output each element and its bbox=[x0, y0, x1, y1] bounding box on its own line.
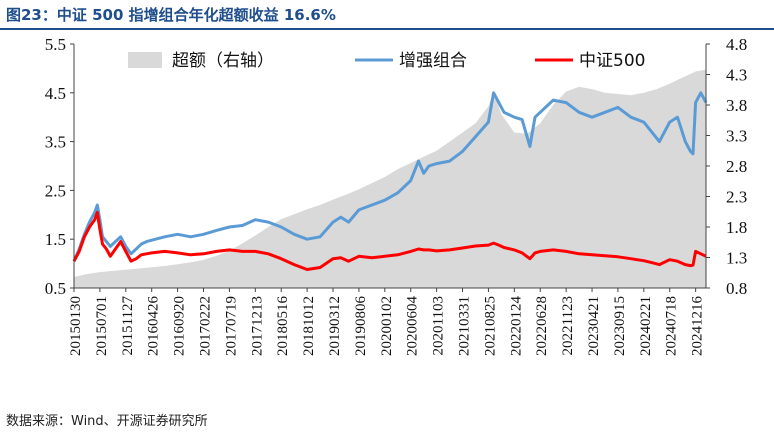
x-tick-label: 20170222 bbox=[198, 296, 214, 356]
page-title: 图23：中证 500 指增组合年化超额收益 16.6% bbox=[6, 6, 336, 24]
x-tick-label: 20181012 bbox=[301, 296, 317, 356]
legend-label: 超额（右轴） bbox=[172, 51, 274, 71]
x-tick-label: 20171213 bbox=[249, 296, 265, 356]
legend-swatch-excess bbox=[128, 52, 162, 68]
x-tick-label: 20160920 bbox=[172, 296, 188, 356]
legend-label: 增强组合 bbox=[399, 51, 467, 71]
x-tick-label: 20230915 bbox=[612, 296, 628, 356]
line-layer bbox=[72, 91, 708, 271]
x-tick-label: 20190806 bbox=[353, 296, 369, 357]
x-tick-label: 20160426 bbox=[146, 296, 162, 357]
left-tick-label: 2.5 bbox=[45, 181, 66, 200]
right-tick-label: 1.8 bbox=[726, 218, 747, 237]
x-tick-label: 20221123 bbox=[560, 296, 576, 355]
x-tick-label: 20220628 bbox=[534, 296, 550, 356]
x-tick-label: 20180516 bbox=[275, 296, 291, 357]
x-tick-label: 20230421 bbox=[586, 296, 602, 356]
chart: 0.5 1.5 2.5 3.5 4.5 5.5 0.8 1.3 1.8 2.3 2.8 3.3 3.8 4… bbox=[45, 35, 748, 356]
x-tick-label: 20190312 bbox=[327, 296, 343, 356]
right-tick-label: 3.3 bbox=[726, 127, 747, 146]
x-tick-label: 20240221 bbox=[638, 296, 654, 356]
x-tick-label: 20210825 bbox=[482, 296, 498, 356]
left-tick-label: 0.5 bbox=[45, 279, 66, 298]
left-tick-label: 3.5 bbox=[45, 133, 66, 152]
enhanced-portfolio-line bbox=[72, 91, 708, 262]
x-tick-label: 20151127 bbox=[120, 296, 136, 356]
x-tick-label: 20220124 bbox=[508, 296, 524, 357]
x-tick-label: 20210331 bbox=[457, 296, 473, 356]
legend-label: 中证500 bbox=[579, 51, 645, 71]
x-tick-label: 20201103 bbox=[431, 296, 447, 355]
x-tick-label: 20200604 bbox=[405, 296, 421, 357]
title-rule bbox=[0, 28, 774, 30]
excess-area bbox=[74, 69, 706, 288]
right-tick-label: 3.8 bbox=[726, 96, 747, 115]
left-tick-label: 4.5 bbox=[45, 84, 66, 103]
source-note: 数据来源：Wind、开源证券研究所 bbox=[6, 414, 208, 429]
left-tick-label: 1.5 bbox=[45, 230, 66, 249]
x-tick-label: 20200102 bbox=[379, 296, 395, 356]
left-tick-label: 5.5 bbox=[45, 35, 66, 54]
x-tick-label: 20150701 bbox=[94, 296, 110, 356]
right-tick-label: 4.3 bbox=[726, 66, 747, 85]
axes: 0.5 1.5 2.5 3.5 4.5 5.5 0.8 1.3 1.8 2.3 2.8 3.3 3.8 4… bbox=[45, 35, 748, 356]
legend: 超额（右轴） 增强组合 中证500 bbox=[128, 51, 645, 71]
right-tick-label: 4.8 bbox=[726, 35, 747, 54]
right-tick-label: 2.8 bbox=[726, 157, 747, 176]
x-tick-label: 20170719 bbox=[223, 296, 239, 356]
csi500-line bbox=[72, 210, 707, 271]
right-tick-label: 1.3 bbox=[726, 249, 747, 268]
right-tick-label: 0.8 bbox=[726, 279, 747, 298]
x-tick-label: 20240718 bbox=[664, 296, 680, 356]
x-tick-label: 20150130 bbox=[68, 296, 84, 356]
x-tick-label: 20241216 bbox=[690, 296, 706, 357]
excess-area-layer bbox=[74, 69, 706, 288]
right-tick-label: 2.3 bbox=[726, 188, 747, 207]
